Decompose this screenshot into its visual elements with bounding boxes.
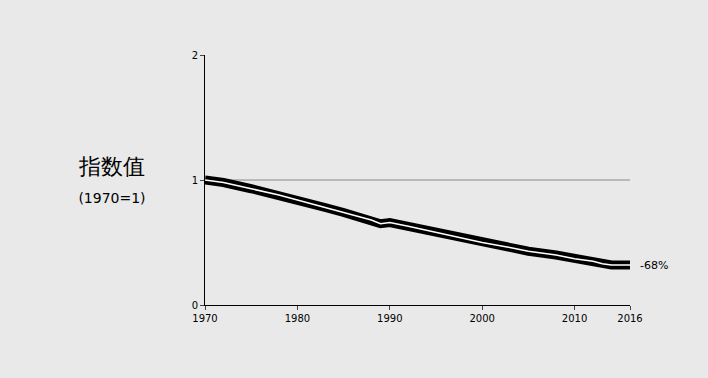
svg-text:0: 0	[192, 300, 198, 311]
svg-text:指数值(1970=1): 指数值(1970=1)	[78, 154, 146, 206]
svg-text:2: 2	[192, 50, 198, 61]
svg-text:2016: 2016	[617, 313, 642, 324]
svg-text:1970: 1970	[192, 313, 217, 324]
svg-text:2010: 2010	[562, 313, 587, 324]
svg-text:1990: 1990	[377, 313, 402, 324]
svg-text:1980: 1980	[285, 313, 310, 324]
svg-text:2000: 2000	[469, 313, 494, 324]
svg-text:-68%: -68%	[640, 259, 668, 272]
svg-text:1: 1	[192, 175, 198, 186]
